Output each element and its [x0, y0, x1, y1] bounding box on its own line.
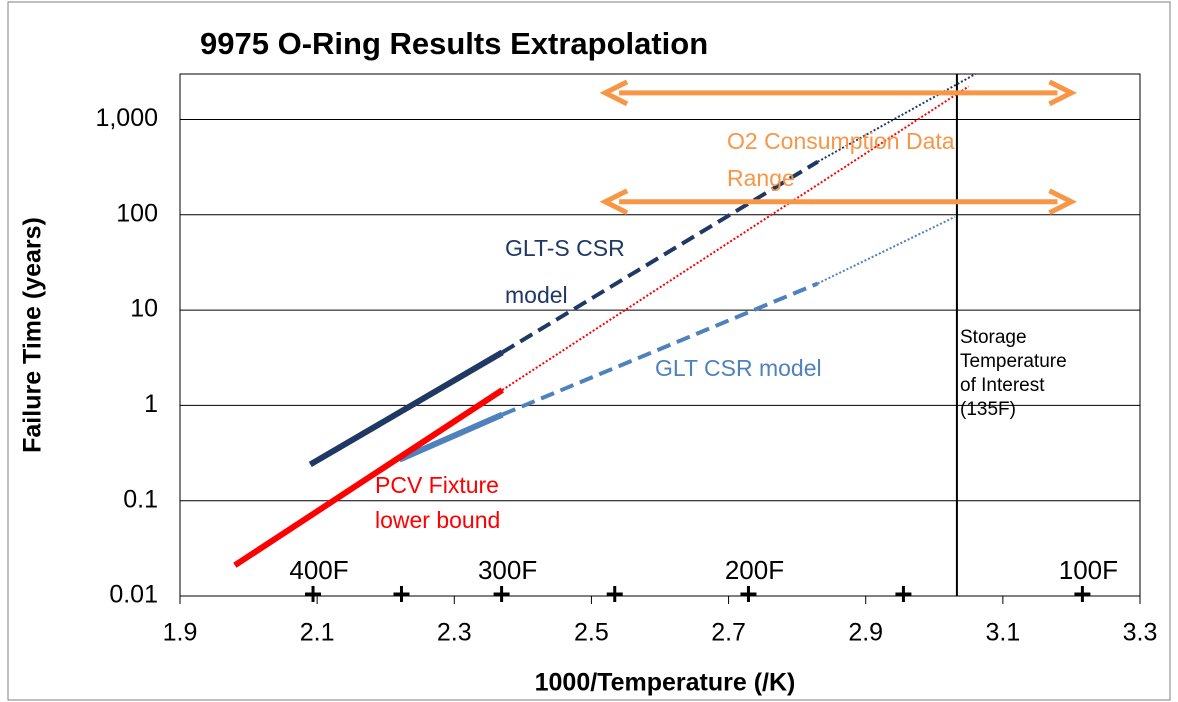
- temperature-label: 200F: [725, 555, 784, 585]
- frame: [7, 1, 1171, 701]
- series-line: [501, 281, 819, 417]
- annotation: GLT CSR model: [655, 355, 822, 381]
- temperature-mark: [393, 586, 410, 602]
- arrow-head: [1048, 79, 1078, 107]
- y-tick-label: 0.1: [123, 485, 158, 513]
- temperature-label: 100F: [1059, 555, 1118, 585]
- temperature-mark: [1074, 586, 1091, 602]
- series-line: [233, 387, 504, 568]
- series-line: [817, 216, 956, 285]
- annotation: of Interest: [960, 375, 1045, 396]
- x-axis-label: 1000/Temperature (/K): [535, 669, 796, 697]
- x-tick-label: 2.7: [711, 619, 746, 647]
- annotation: PCV Fixture: [375, 472, 499, 498]
- temperature-mark: [493, 586, 510, 602]
- temperature-label: 300F: [478, 555, 537, 585]
- temperature-mark: [895, 586, 912, 602]
- annotation: Storage: [960, 327, 1027, 348]
- chart-title: 9975 O-Ring Results Extrapolation: [200, 26, 708, 61]
- annotation: (135F): [960, 399, 1016, 420]
- arrow-head: [599, 188, 629, 215]
- annotation: Temperature: [960, 351, 1067, 372]
- series-line: [398, 411, 504, 463]
- arrow-head: [599, 79, 629, 107]
- y-tick-label: 10: [130, 295, 158, 323]
- temperature-mark: [740, 586, 757, 602]
- y-axis-label: Failure Time (years): [19, 217, 47, 453]
- y-tick-label: 1: [144, 390, 158, 418]
- temperature-mark: [606, 586, 623, 602]
- y-tick-label: 1,000: [95, 104, 158, 132]
- x-tick-label: 3.1: [985, 619, 1020, 647]
- x-tick-label: 2.1: [300, 619, 335, 647]
- temperature-label: 400F: [289, 555, 348, 585]
- plot-area: [179, 73, 1141, 597]
- series-line: [501, 85, 970, 391]
- x-tick-label: 1.9: [163, 619, 198, 647]
- y-tick-label: 100: [116, 199, 158, 227]
- arrow-head: [1048, 188, 1078, 215]
- y-tick-label: 0.01: [109, 581, 158, 609]
- series-line: [501, 160, 819, 355]
- x-tick-label: 2.9: [848, 619, 883, 647]
- series-line: [308, 349, 504, 468]
- x-tick-label: 2.5: [574, 619, 609, 647]
- annotation: O2 Consumption Data: [727, 128, 955, 154]
- annotation: model: [505, 282, 568, 308]
- x-tick-label: 2.3: [437, 619, 472, 647]
- annotation: Range: [727, 165, 795, 191]
- annotation: GLT-S CSR: [505, 235, 625, 261]
- temperature-mark: [305, 586, 322, 602]
- x-tick-label: 3.3: [1123, 619, 1158, 647]
- annotation: lower bound: [375, 507, 500, 533]
